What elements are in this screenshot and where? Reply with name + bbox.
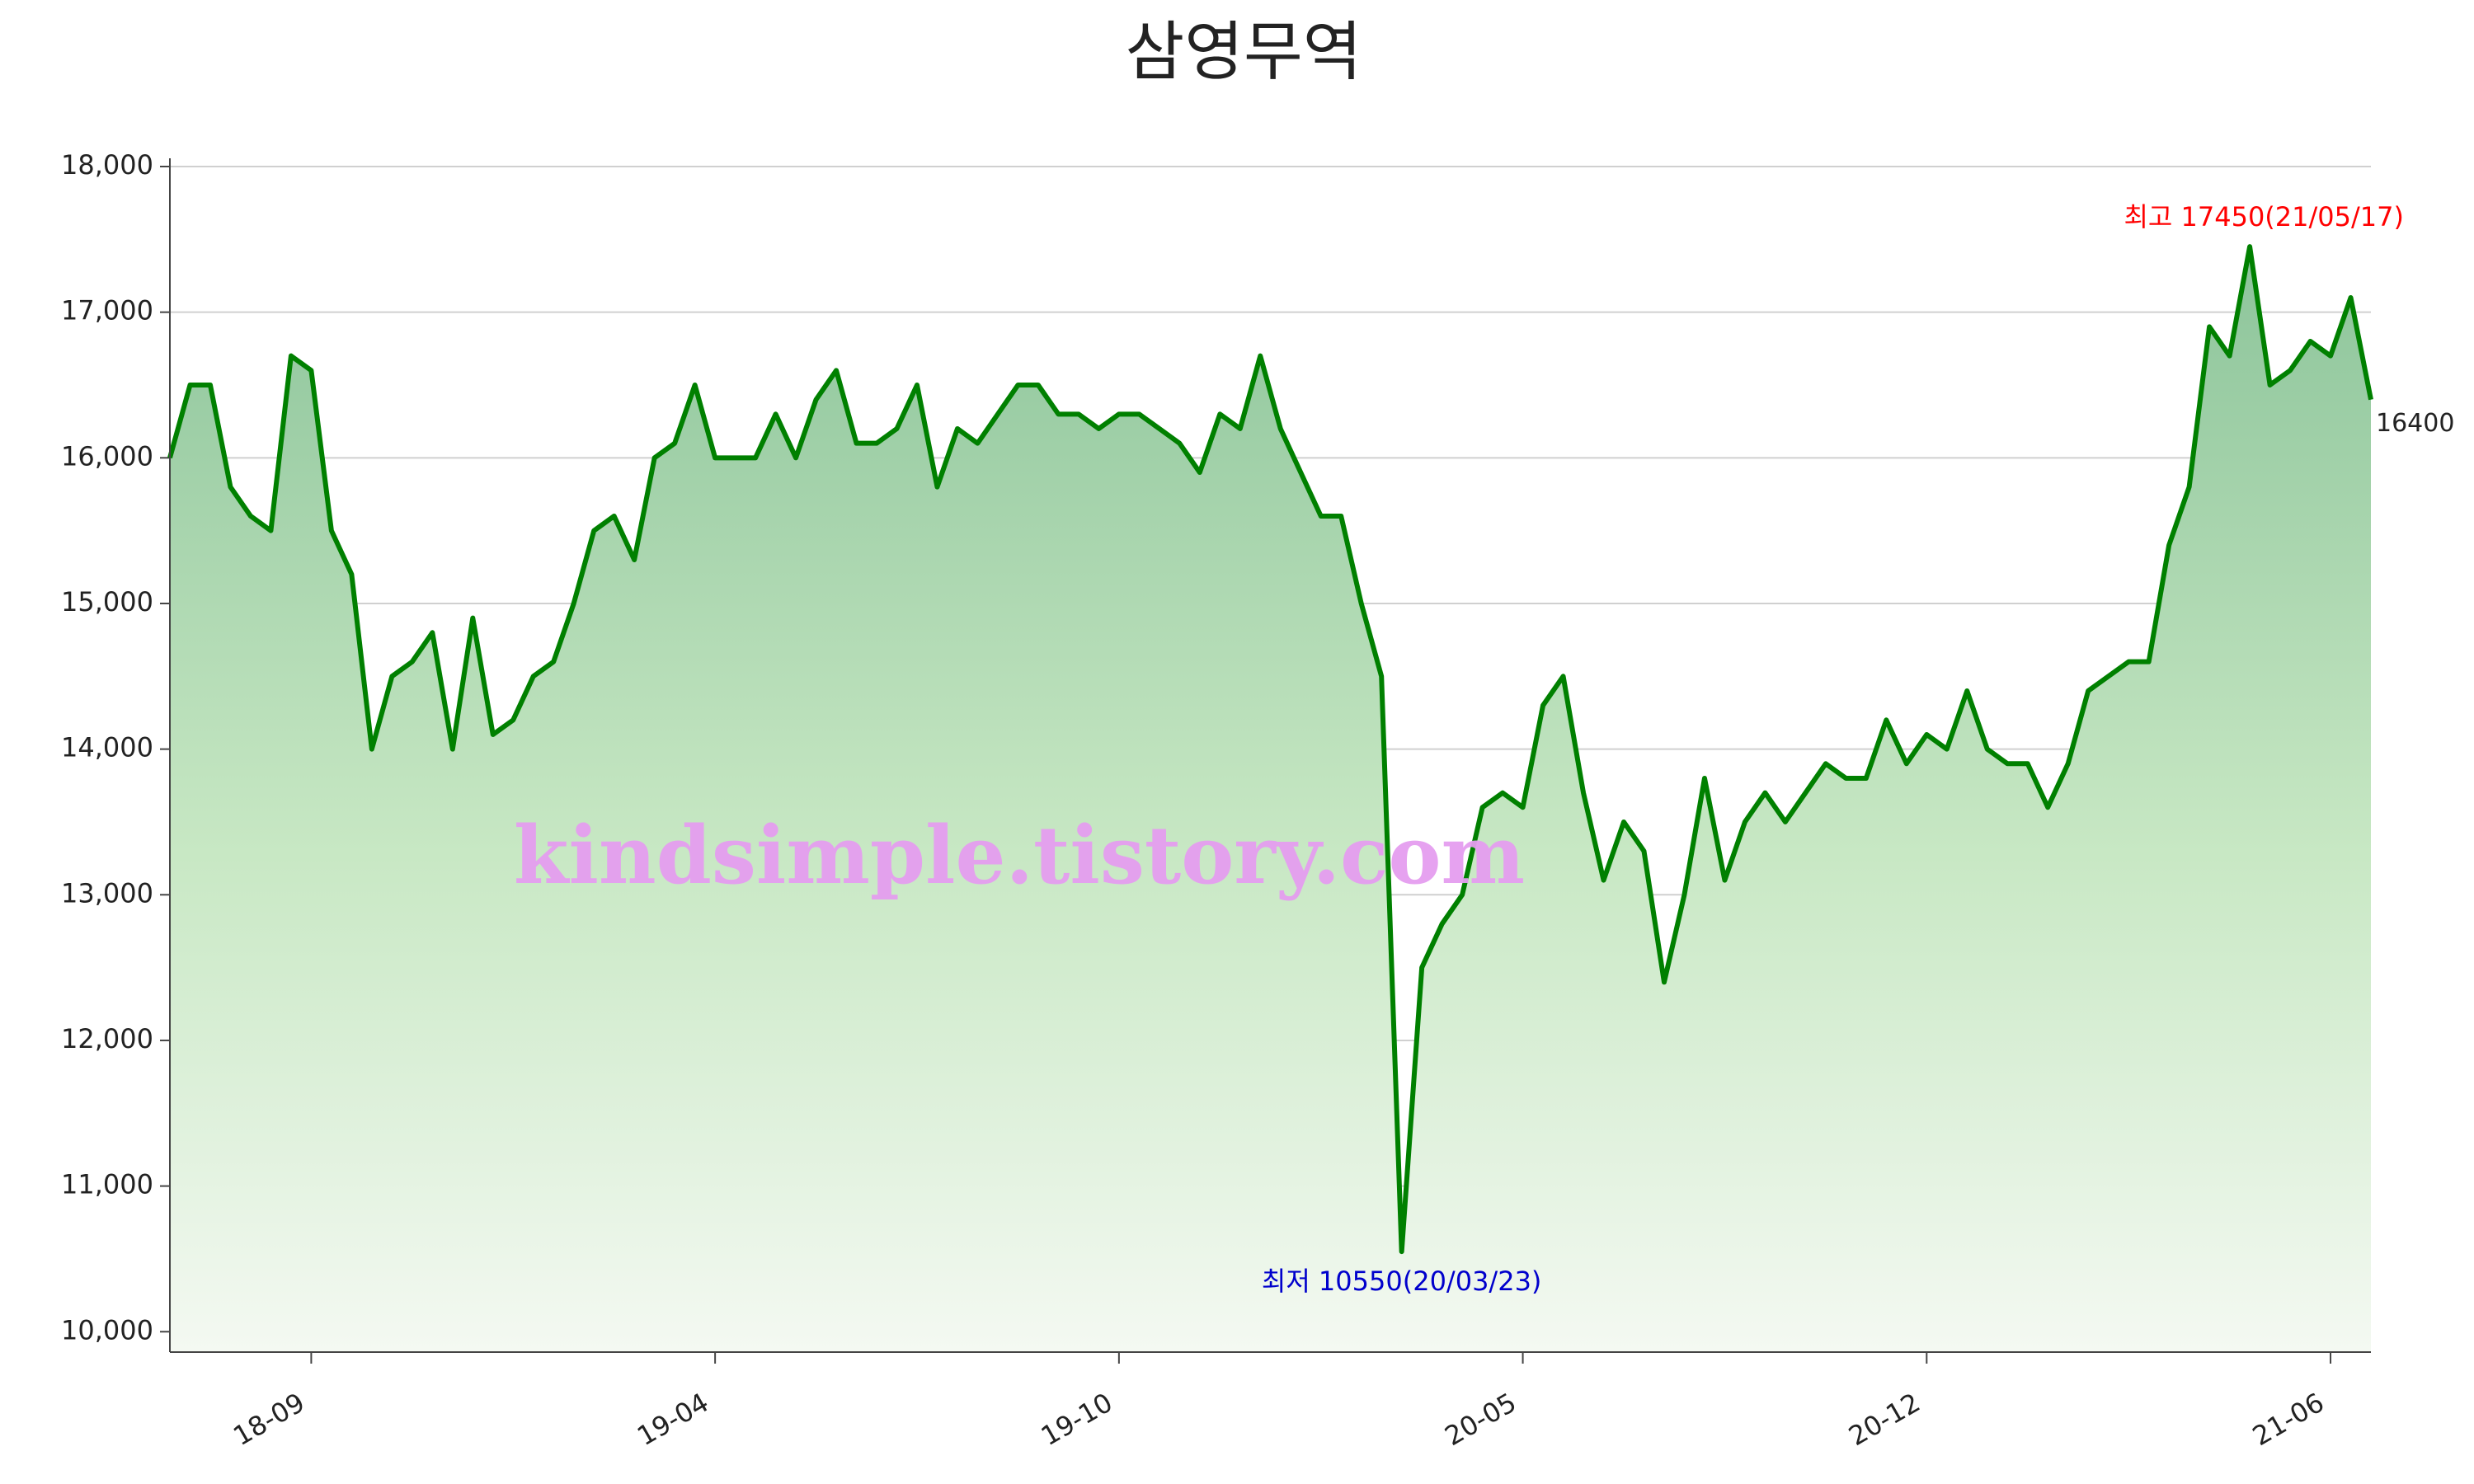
y-tick-label: 18,000 [61,149,153,181]
watermark: kindsimple.tistory.com [514,809,1525,902]
x-tick-label: 20-12 [1843,1387,1926,1452]
low-label: 최저 10550(20/03/23) [1262,1266,1542,1297]
y-tick-label: 15,000 [61,586,153,618]
y-tick-label: 11,000 [61,1169,153,1200]
x-tick-label: 21-06 [2247,1387,2330,1452]
y-tick-label: 17,000 [61,295,153,326]
x-tick-label: 18-09 [228,1387,310,1452]
price-line [167,244,2373,1255]
x-tick-label: 20-05 [1440,1387,1522,1452]
area [170,247,2371,1353]
x-tick-label: 19-04 [632,1387,714,1452]
y-tick-label: 14,000 [61,732,153,763]
high-label: 최고 17450(21/05/17) [2124,201,2404,232]
chart-title: 삼영무역 [1125,15,1362,89]
y-tick-label: 13,000 [61,877,153,909]
y-tick-label: 12,000 [61,1023,153,1054]
y-tick-label: 10,000 [61,1314,153,1345]
x-tick-label: 19-10 [1036,1387,1118,1452]
last-label: 16400 [2376,409,2454,438]
y-tick-label: 16,000 [61,440,153,472]
